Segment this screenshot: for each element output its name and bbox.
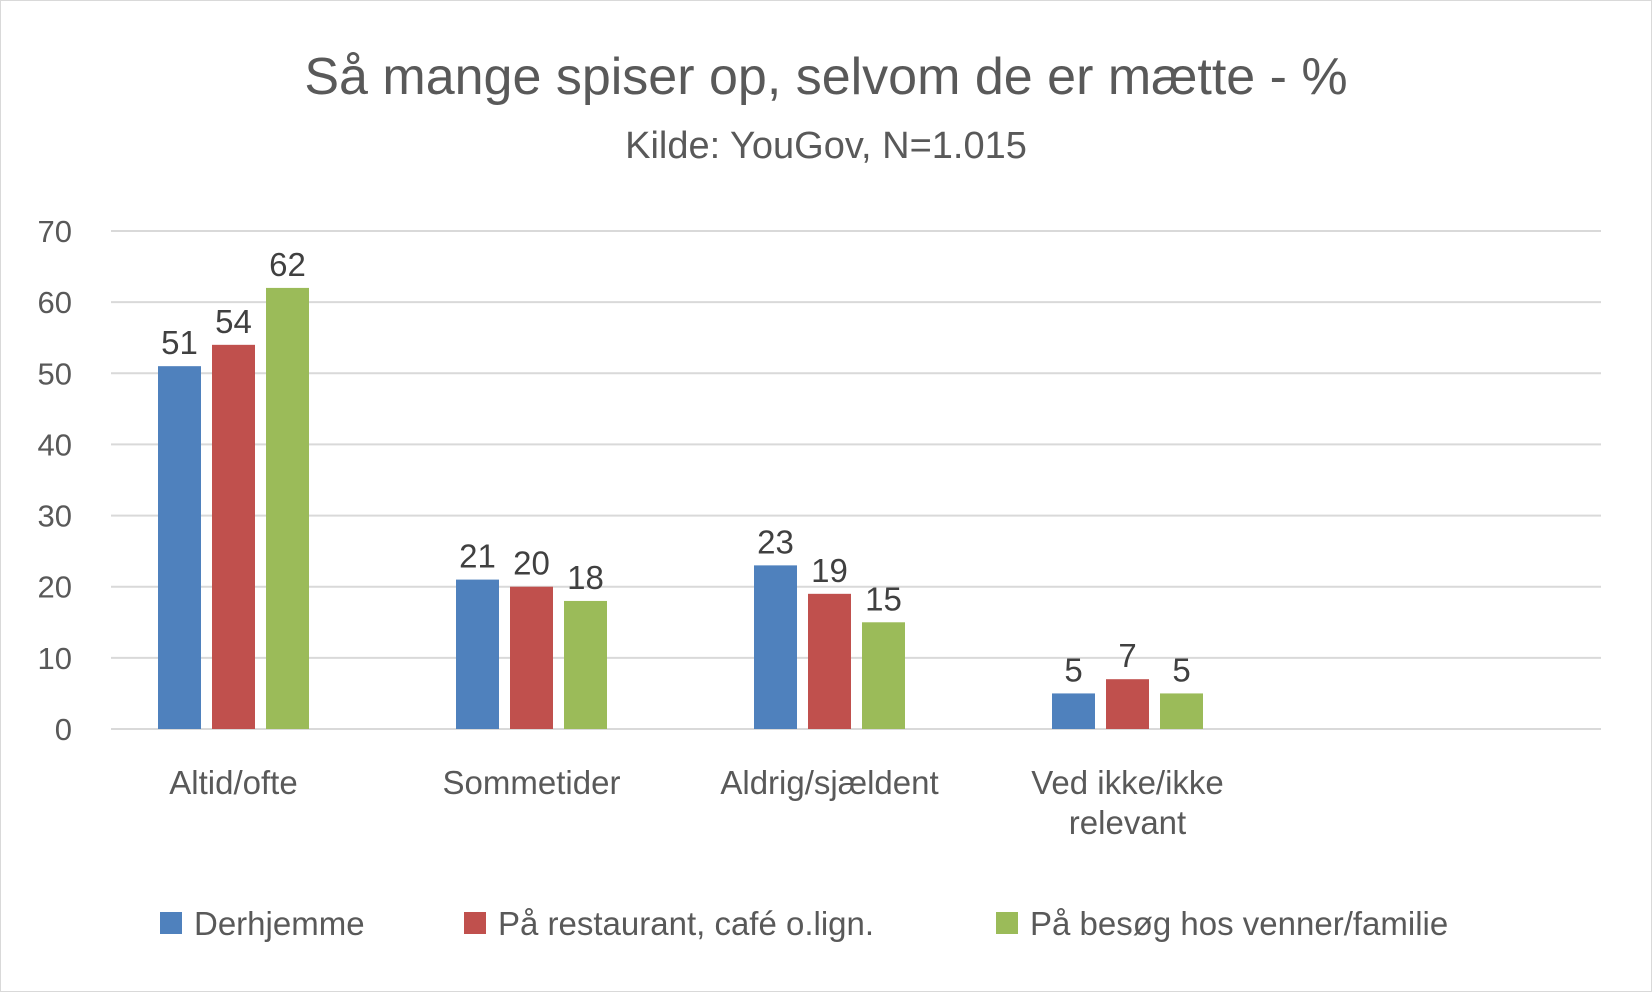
bar [212,344,255,729]
legend-label: På besøg hos venner/familie [1030,905,1448,942]
bar [510,586,553,729]
x-axis: Altid/ofte Sommetider Aldrig/sjældent Ved i… [169,764,1224,841]
data-label: 51 [161,324,198,361]
bar [266,287,309,729]
data-label: 5 [1064,651,1082,688]
y-tick-label: 60 [38,285,72,320]
legend-swatch [160,912,182,934]
bar [456,579,499,729]
category-label: Altid/ofte [169,764,297,801]
data-label: 19 [811,552,848,589]
category-label: Aldrig/sjældent [720,764,938,801]
legend: Derhjemme På restaurant, café o.lign. På b… [160,905,1448,942]
y-tick-label: 0 [55,712,72,747]
data-label: 54 [215,303,252,340]
data-label: 15 [865,580,902,617]
bar [808,593,851,729]
y-tick-label: 40 [38,427,72,462]
data-label: 20 [513,545,550,582]
chart-title: Så mange spiser op, selvom de er mætte -… [304,48,1347,106]
bars [158,287,1203,729]
legend-label: På restaurant, café o.lign. [498,905,874,942]
data-label: 62 [269,246,306,283]
legend-label: Derhjemme [194,905,365,942]
category-label: Ved ikke/ikke [1031,764,1224,801]
bar [564,600,607,729]
chart-subtitle: Kilde: YouGov, N=1.015 [625,125,1027,167]
legend-swatch [996,912,1018,934]
data-label: 5 [1172,651,1190,688]
y-tick-label: 50 [38,356,72,391]
bar [158,366,201,729]
data-labels: 51 54 62 21 20 18 23 19 15 5 7 5 [161,246,1191,689]
y-tick-label: 10 [38,641,72,676]
y-tick-label: 30 [38,499,72,534]
data-label: 18 [567,559,604,596]
data-label: 7 [1118,637,1136,674]
bar [1106,679,1149,729]
bar [1160,693,1203,729]
bar [1052,693,1095,729]
data-label: 23 [757,523,794,560]
gridlines [111,230,1601,730]
y-axis: 0 10 20 30 40 50 60 70 [38,214,72,747]
y-tick-label: 20 [38,570,72,605]
data-label: 21 [459,538,496,575]
legend-swatch [464,912,486,934]
bar [754,565,797,729]
y-tick-label: 70 [38,214,72,249]
category-label: Sommetider [443,764,621,801]
bar [862,622,905,729]
category-label: relevant [1069,804,1186,841]
